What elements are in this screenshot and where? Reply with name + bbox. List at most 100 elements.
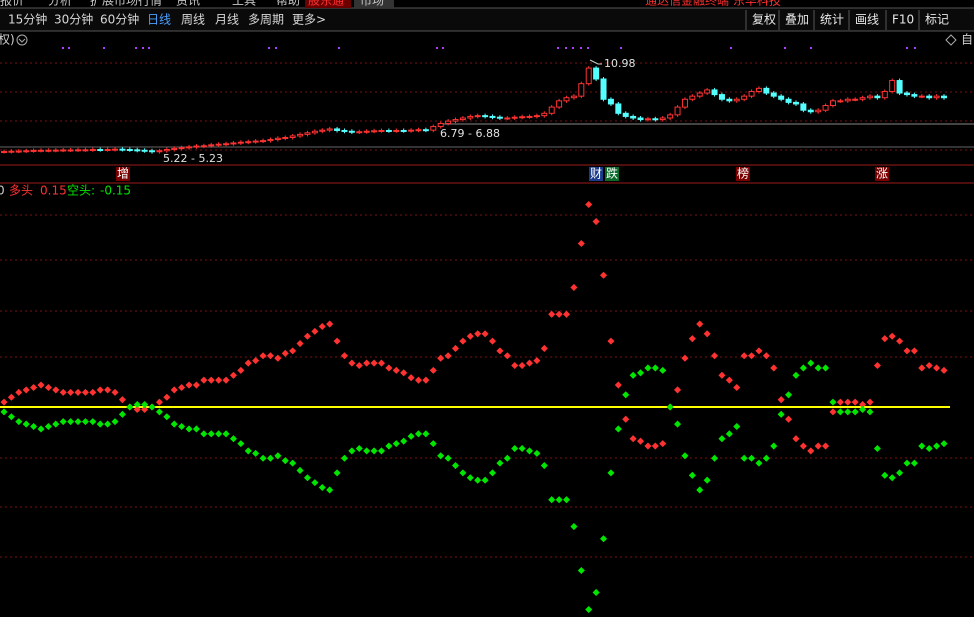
period-tab[interactable]: 30分钟 (54, 12, 93, 27)
bull-dot (933, 364, 941, 372)
panel-toggle[interactable] (16, 34, 28, 46)
bear-dot (178, 422, 186, 431)
period-tab[interactable]: 60分钟 (100, 12, 139, 27)
bull-dot (437, 354, 445, 362)
bear-dot (363, 447, 371, 455)
panel-icon[interactable] (945, 34, 957, 46)
toolbar-button[interactable]: 叠加 (785, 13, 809, 27)
bear-dot (400, 437, 408, 445)
bull-dot (688, 335, 696, 343)
bull-dot (52, 386, 60, 394)
period-tab[interactable]: 日线 (147, 13, 171, 27)
period-tab[interactable]: 周线 (181, 13, 205, 27)
period-tab[interactable]: 多周期 (248, 13, 284, 27)
menu-item[interactable]: 市场 (360, 0, 384, 8)
event-badge[interactable]: 涨 (876, 166, 888, 181)
bear-dot (511, 444, 519, 453)
bull-dot (422, 376, 430, 384)
menu-item[interactable]: 资讯 (176, 0, 200, 8)
bear-dot (740, 454, 748, 462)
candle (526, 115, 533, 118)
candle (215, 143, 222, 146)
bear-dot (200, 430, 208, 438)
bull-dot (67, 388, 75, 396)
period-tab[interactable]: 月线 (215, 13, 239, 27)
bear-dot (674, 420, 682, 428)
candle (689, 95, 696, 100)
candle (726, 98, 733, 102)
menu-item[interactable]: 通达信金融终端 东华科技 (645, 0, 781, 8)
bear-dot (703, 476, 711, 484)
candle (30, 149, 37, 152)
bull-dot (118, 396, 126, 404)
bull-dot (215, 376, 223, 384)
toolbar-button[interactable]: F10 (892, 13, 914, 27)
event-badge[interactable]: 跌 (606, 166, 618, 181)
event-badge[interactable]: 榜 (737, 166, 749, 181)
bear-dot (644, 364, 652, 372)
period-tab[interactable]: 更多> (292, 13, 326, 27)
candle (911, 94, 918, 97)
period-tab[interactable]: 15分钟 (8, 12, 47, 27)
toolbar-button[interactable]: 统计 (820, 13, 844, 27)
bull-dot (785, 415, 793, 423)
bear-dot (0, 408, 8, 416)
event-badge[interactable]: 增 (117, 167, 129, 181)
bull-name: 多头 (9, 184, 33, 198)
bull-dot (185, 381, 193, 389)
bull-dot (244, 359, 252, 367)
candle (267, 139, 274, 142)
bear-dot (933, 442, 941, 450)
menu-item[interactable]: 股东通 (308, 0, 344, 8)
bull-dot (400, 369, 408, 377)
toolbar-button[interactable]: 画线 (855, 13, 879, 27)
bull-dot (170, 386, 178, 394)
event-badge[interactable]: 财 (590, 167, 602, 181)
bear-dot (333, 469, 341, 477)
menu-item[interactable]: 帮助 (276, 0, 300, 8)
marker-dot (587, 47, 589, 49)
bear-dot (30, 422, 38, 431)
toolbar-button[interactable]: 复权 (752, 13, 776, 27)
bear-dot (696, 486, 704, 494)
bull-dot (770, 364, 778, 372)
bull-dot (592, 218, 600, 226)
bull-dot (326, 320, 334, 328)
toolbar-button[interactable]: 标记 (925, 13, 949, 27)
bear-dot (770, 442, 778, 450)
candle (400, 129, 407, 132)
bear-dot (903, 459, 911, 467)
candle (97, 149, 104, 152)
menu-item[interactable]: 扩展市场行情 (90, 0, 162, 8)
bear-dot (762, 454, 770, 462)
menu-item[interactable]: 报价 (0, 0, 24, 8)
bull-dot (851, 398, 859, 406)
candle (541, 112, 548, 117)
candle (156, 150, 163, 153)
candle (223, 143, 230, 146)
candle (45, 149, 52, 152)
bear-dot (725, 430, 733, 438)
candle (430, 126, 437, 131)
candle (896, 80, 903, 94)
candle (289, 135, 296, 138)
bear-dot (518, 444, 526, 453)
bear-dot (866, 408, 874, 416)
bear-dot (185, 425, 193, 433)
bull-dot (644, 442, 652, 450)
bull-dot (777, 396, 785, 404)
bull-dot (659, 440, 667, 448)
marker-dot (68, 47, 70, 49)
bull-dot (155, 398, 163, 406)
candle (600, 78, 607, 100)
menu-item[interactable]: 工具 (232, 0, 256, 8)
bull-dot (259, 352, 267, 360)
menu-item[interactable]: 分析 (48, 0, 72, 8)
bear-name: 空头: (67, 184, 95, 198)
bear-dot (296, 466, 304, 474)
candle (807, 109, 814, 113)
bull-dot (711, 352, 719, 360)
candle (607, 98, 614, 105)
candle (859, 97, 866, 100)
toolbar (0, 8, 974, 31)
